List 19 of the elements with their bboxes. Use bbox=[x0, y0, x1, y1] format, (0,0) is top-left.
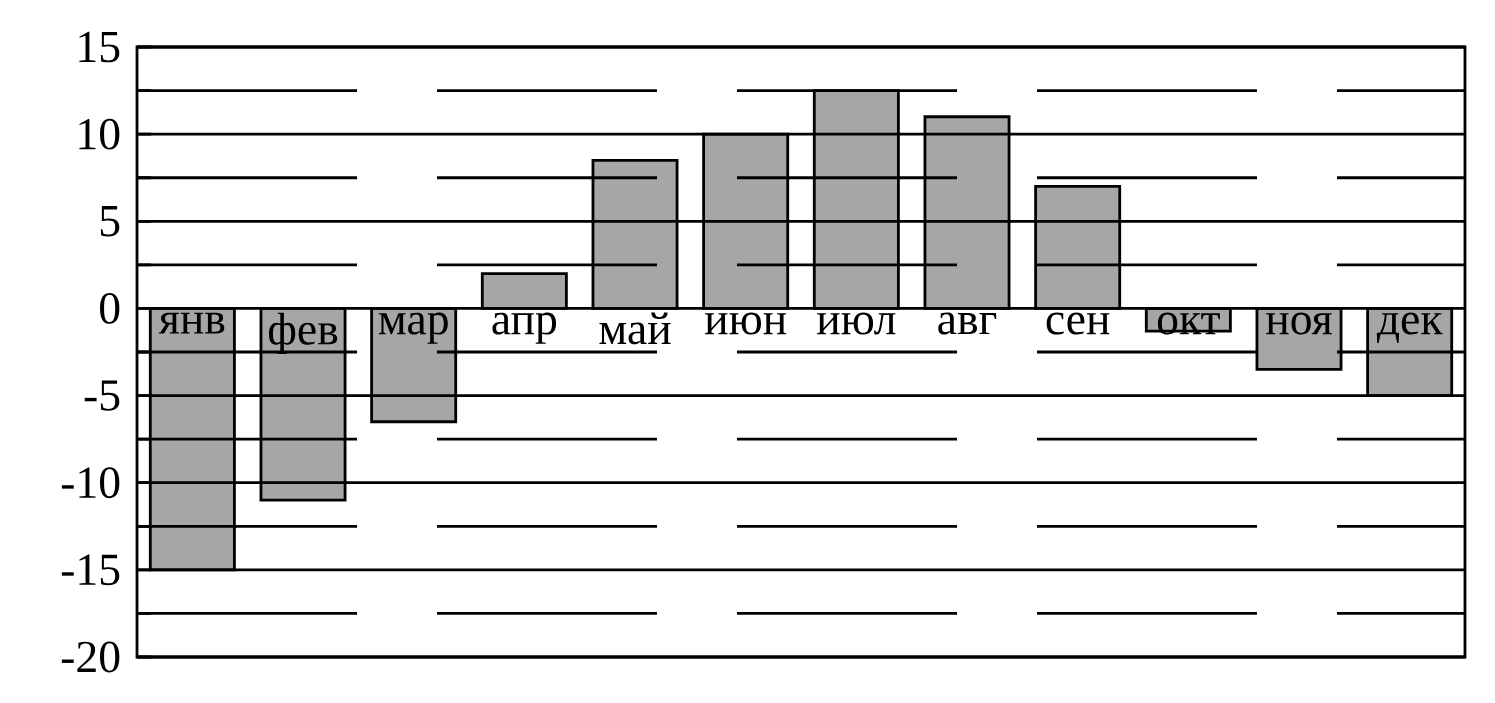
x-tick-label: ноя bbox=[1266, 312, 1332, 335]
y-tick-label: -10 bbox=[61, 467, 120, 499]
x-tick-label: фев bbox=[268, 312, 338, 355]
x-tick-label: июл bbox=[817, 312, 896, 335]
y-tick-label: 0 bbox=[100, 293, 120, 324]
x-tick-label: июн bbox=[704, 312, 787, 335]
x-tick-label: май bbox=[599, 312, 671, 345]
x-tick-label: мар bbox=[378, 312, 448, 344]
y-tick-label: 5 bbox=[100, 206, 120, 237]
x-tick-label: апр bbox=[492, 312, 557, 344]
y-tick-label: -15 bbox=[61, 554, 120, 586]
y-tick-label: -20 bbox=[61, 641, 120, 673]
y-tick-label: 10 bbox=[79, 118, 120, 150]
x-tick-label: сен bbox=[1046, 312, 1110, 335]
y-tick-label: 15 bbox=[79, 31, 120, 63]
y-tick-label: -5 bbox=[84, 380, 120, 411]
x-tick-label: янв bbox=[158, 312, 225, 334]
x-tick-label: дек bbox=[1376, 312, 1443, 343]
x-tick-label: авг bbox=[938, 312, 997, 335]
